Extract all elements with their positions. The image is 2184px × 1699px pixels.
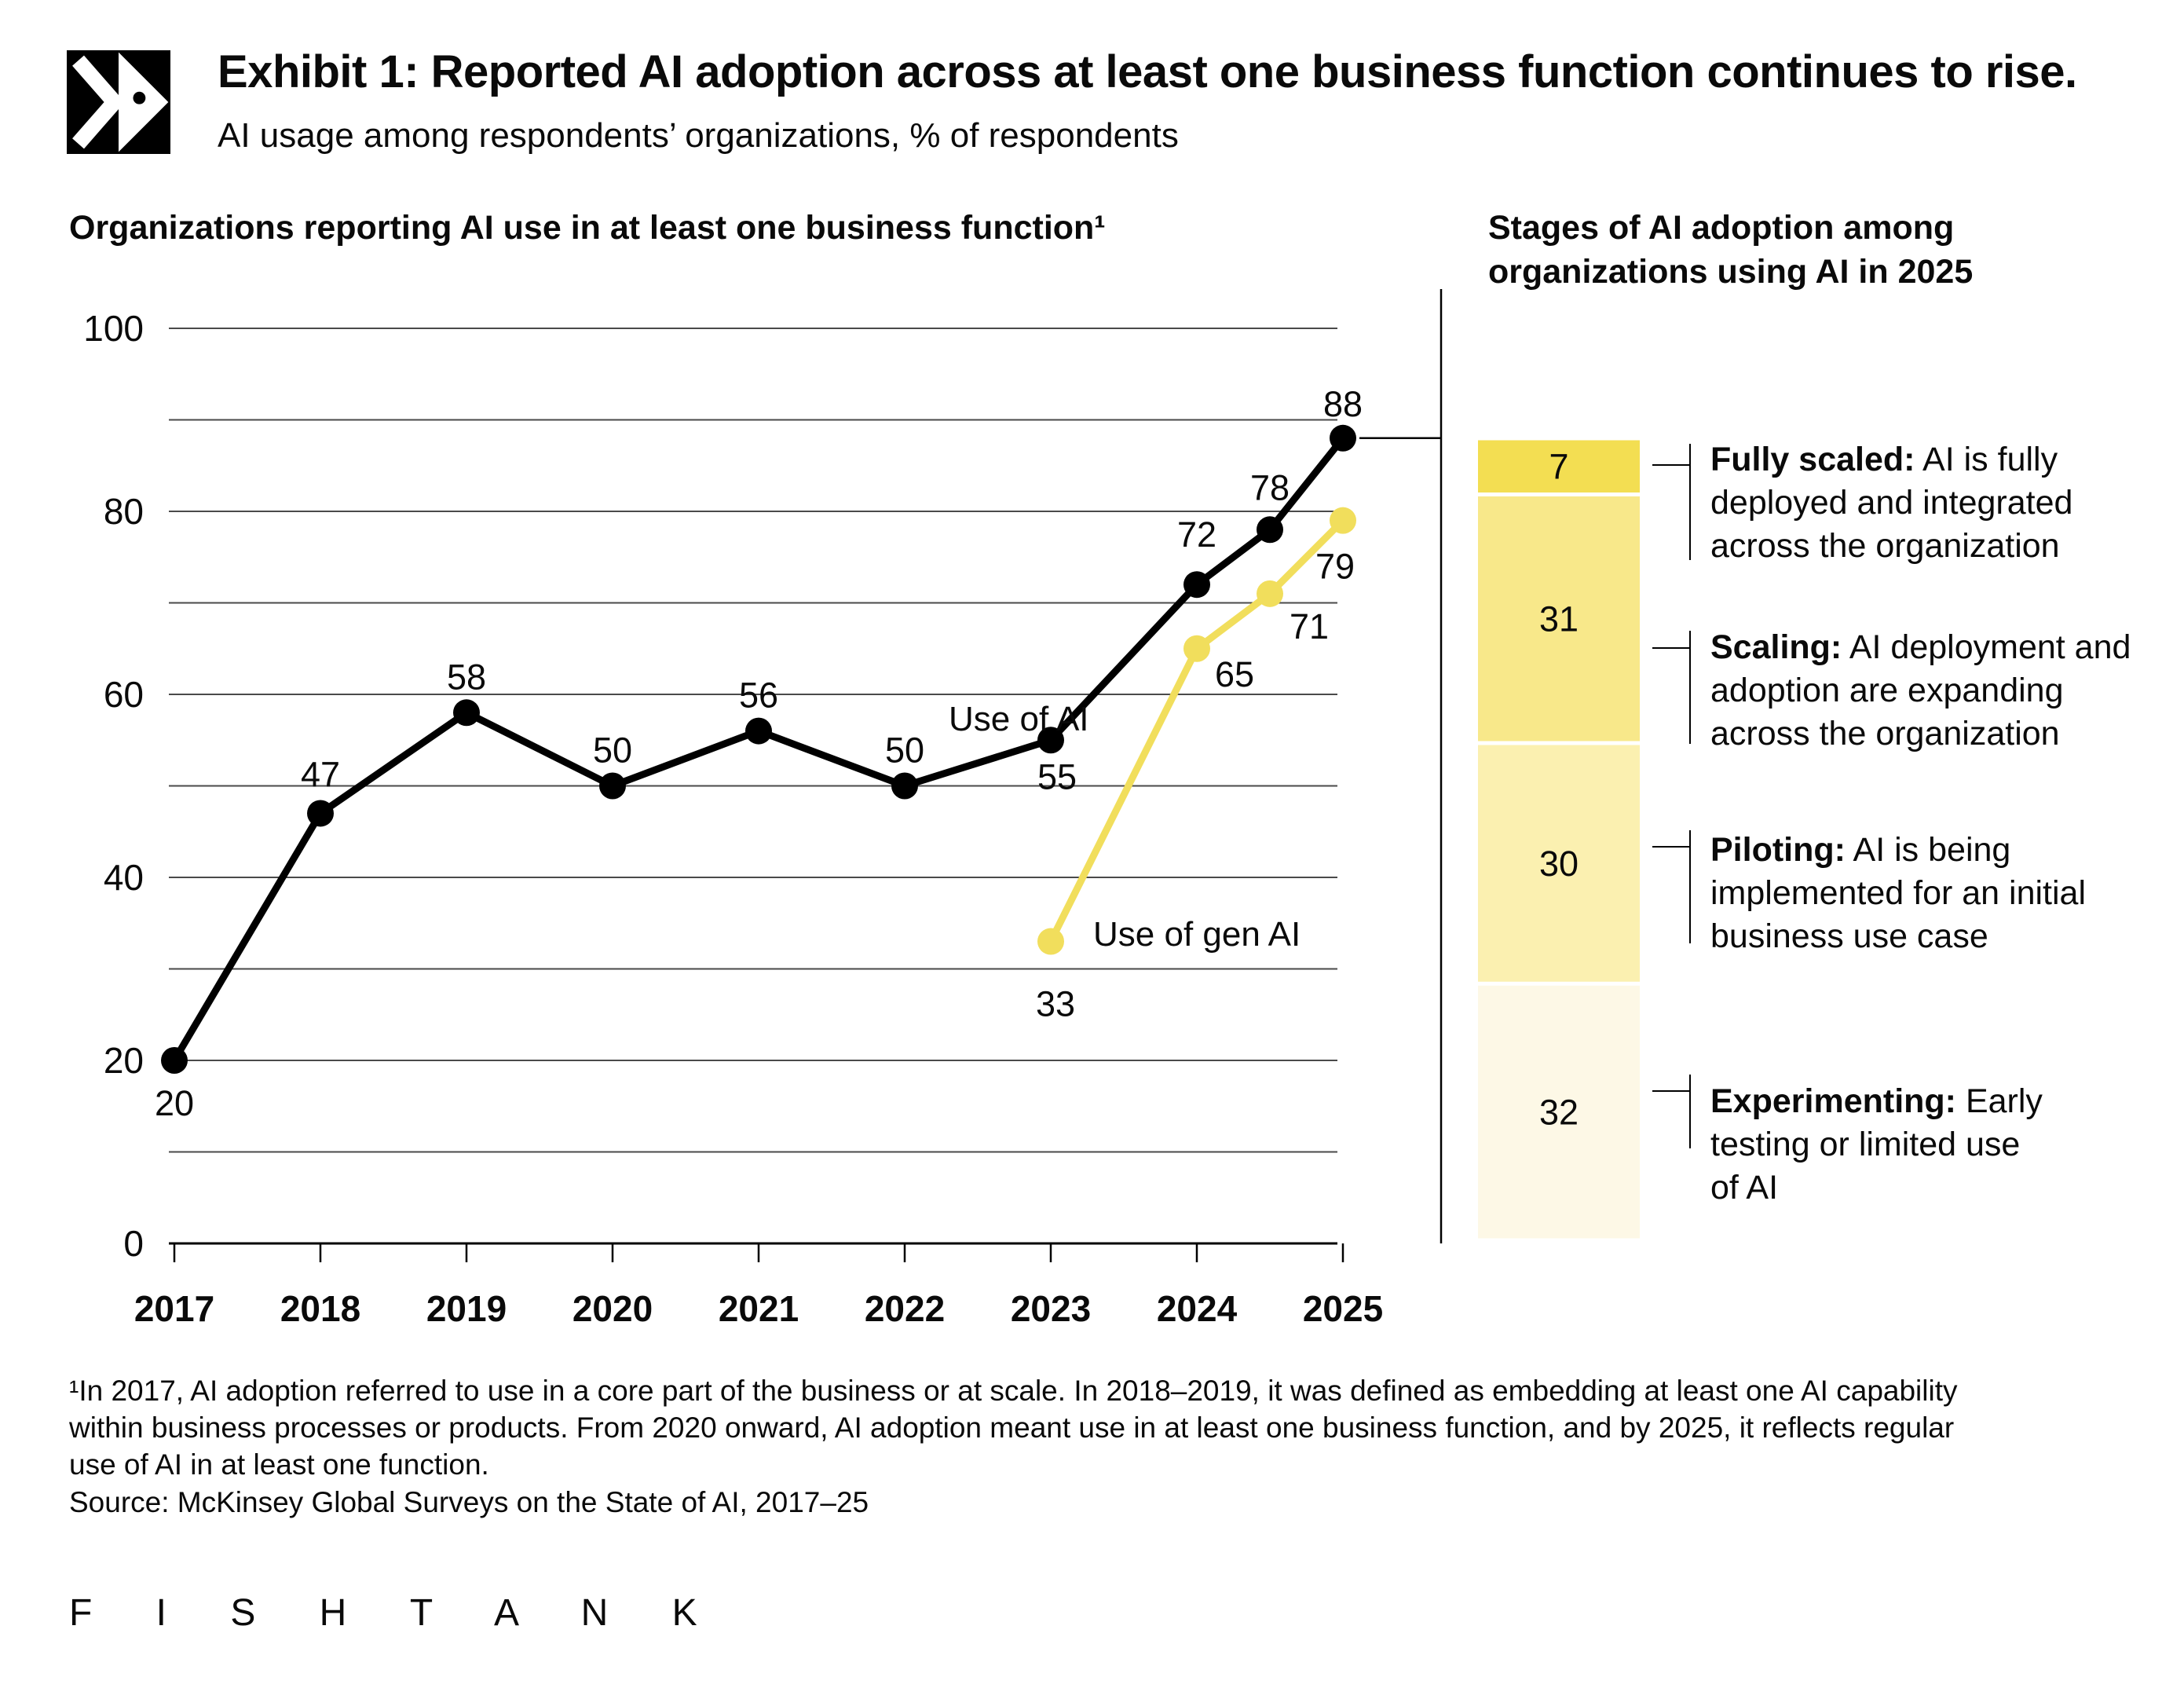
- stage-bar-value: 31: [1539, 599, 1579, 639]
- data-point: [453, 699, 480, 727]
- y-tick-label: 40: [104, 857, 144, 898]
- page-title: Exhibit 1: Reported AI adoption across a…: [218, 46, 2077, 97]
- data-point-label: 71: [1290, 606, 1329, 646]
- data-point-label: 78: [1250, 467, 1290, 507]
- y-tick-label: 20: [104, 1040, 144, 1081]
- series-inline-label: Use of gen AI: [1093, 915, 1301, 954]
- stage-item-experimenting: Experimenting: Early testing or limited …: [1710, 1080, 2184, 1210]
- series-line-use-of-ai: [170, 434, 1347, 1064]
- fishtank-wordmark: F I S H T A N K: [69, 1592, 724, 1634]
- series-line-use-of-gen-ai: [1047, 517, 1347, 946]
- x-tick-label: 2025: [1303, 1288, 1383, 1329]
- data-point-label: 72: [1177, 514, 1216, 555]
- y-tick-label: 60: [104, 674, 144, 715]
- data-point: [1257, 516, 1283, 544]
- stage-bar-value: 30: [1539, 844, 1579, 884]
- stage-bar-segment: [1478, 985, 1640, 1239]
- data-point: [599, 772, 626, 800]
- stage-bar-segment: [1478, 496, 1640, 741]
- data-point-label: 58: [447, 657, 486, 697]
- data-point: [161, 1047, 188, 1074]
- stage-term: Piloting:: [1710, 831, 1846, 869]
- stage-term: Scaling:: [1710, 628, 1842, 666]
- data-point-label: 50: [593, 730, 632, 771]
- stage-item-fully-scaled: Fully scaled: AI is fully deployed and i…: [1710, 438, 2184, 568]
- line-chart-title: Organizations reporting AI use in at lea…: [69, 209, 1106, 247]
- data-point: [1257, 580, 1283, 607]
- series-inline-label: Use of AI: [949, 700, 1089, 738]
- footnote: ¹In 2017, AI adoption referred to use in…: [69, 1375, 1958, 1481]
- data-point-label: 50: [885, 730, 924, 771]
- x-tick-label: 2024: [1157, 1288, 1238, 1329]
- data-point-label: 88: [1323, 384, 1363, 424]
- x-tick-label: 2021: [719, 1288, 799, 1329]
- x-tick-label: 2019: [426, 1288, 507, 1329]
- data-point-label: 65: [1215, 654, 1254, 694]
- data-point: [1330, 507, 1356, 534]
- y-tick-label: 100: [83, 308, 144, 349]
- source-line: Source: McKinsey Global Surveys on the S…: [69, 1486, 869, 1518]
- data-point: [1183, 571, 1210, 599]
- data-point-label: 47: [301, 754, 340, 794]
- fishtank-fish-logo-icon: [67, 50, 170, 154]
- x-tick-label: 2018: [280, 1288, 360, 1329]
- stages-panel-title: Stages of AI adoption among organization…: [1488, 209, 1974, 291]
- stage-bar-segment: [1478, 745, 1640, 982]
- data-point-label: 79: [1315, 547, 1355, 587]
- data-point: [891, 772, 918, 800]
- stage-desc: Early testing or limited use of AI: [1710, 1082, 2043, 1207]
- data-point-label: 33: [1036, 984, 1075, 1024]
- stage-item-scaling: Scaling: AI deployment and adoption are …: [1710, 626, 2184, 756]
- data-point: [1330, 424, 1356, 452]
- x-tick-label: 2023: [1011, 1288, 1091, 1329]
- y-tick-label: 0: [123, 1223, 144, 1264]
- data-point-label: 56: [739, 676, 778, 716]
- stage-term: Fully scaled:: [1710, 441, 1915, 478]
- data-point-label: 55: [1037, 756, 1077, 796]
- data-point: [1037, 727, 1064, 754]
- stage-item-piloting: Piloting: AI is being implemented for an…: [1710, 829, 2184, 958]
- stage-desc: AI deployment and adoption are expanding…: [1710, 628, 2131, 752]
- stage-desc: AI is fully deployed and integrated acro…: [1710, 441, 2073, 565]
- x-tick-label: 2020: [573, 1288, 653, 1329]
- page-subtitle: AI usage among respondents’ organization…: [218, 116, 1179, 155]
- data-point: [1037, 928, 1064, 955]
- y-tick-label: 80: [104, 491, 144, 532]
- data-point: [1183, 635, 1210, 662]
- stage-bar-value: 32: [1539, 1093, 1579, 1133]
- stage-bar-value: 7: [1549, 447, 1568, 487]
- data-point: [745, 717, 772, 745]
- stage-term: Experimenting:: [1710, 1082, 1956, 1120]
- x-tick-label: 2017: [134, 1288, 214, 1329]
- data-point-label: 20: [155, 1083, 194, 1123]
- data-point: [307, 800, 334, 827]
- stage-bar-segment: [1478, 440, 1640, 492]
- stage-desc: AI is being implemented for an initial b…: [1710, 831, 2087, 955]
- x-tick-label: 2022: [865, 1288, 945, 1329]
